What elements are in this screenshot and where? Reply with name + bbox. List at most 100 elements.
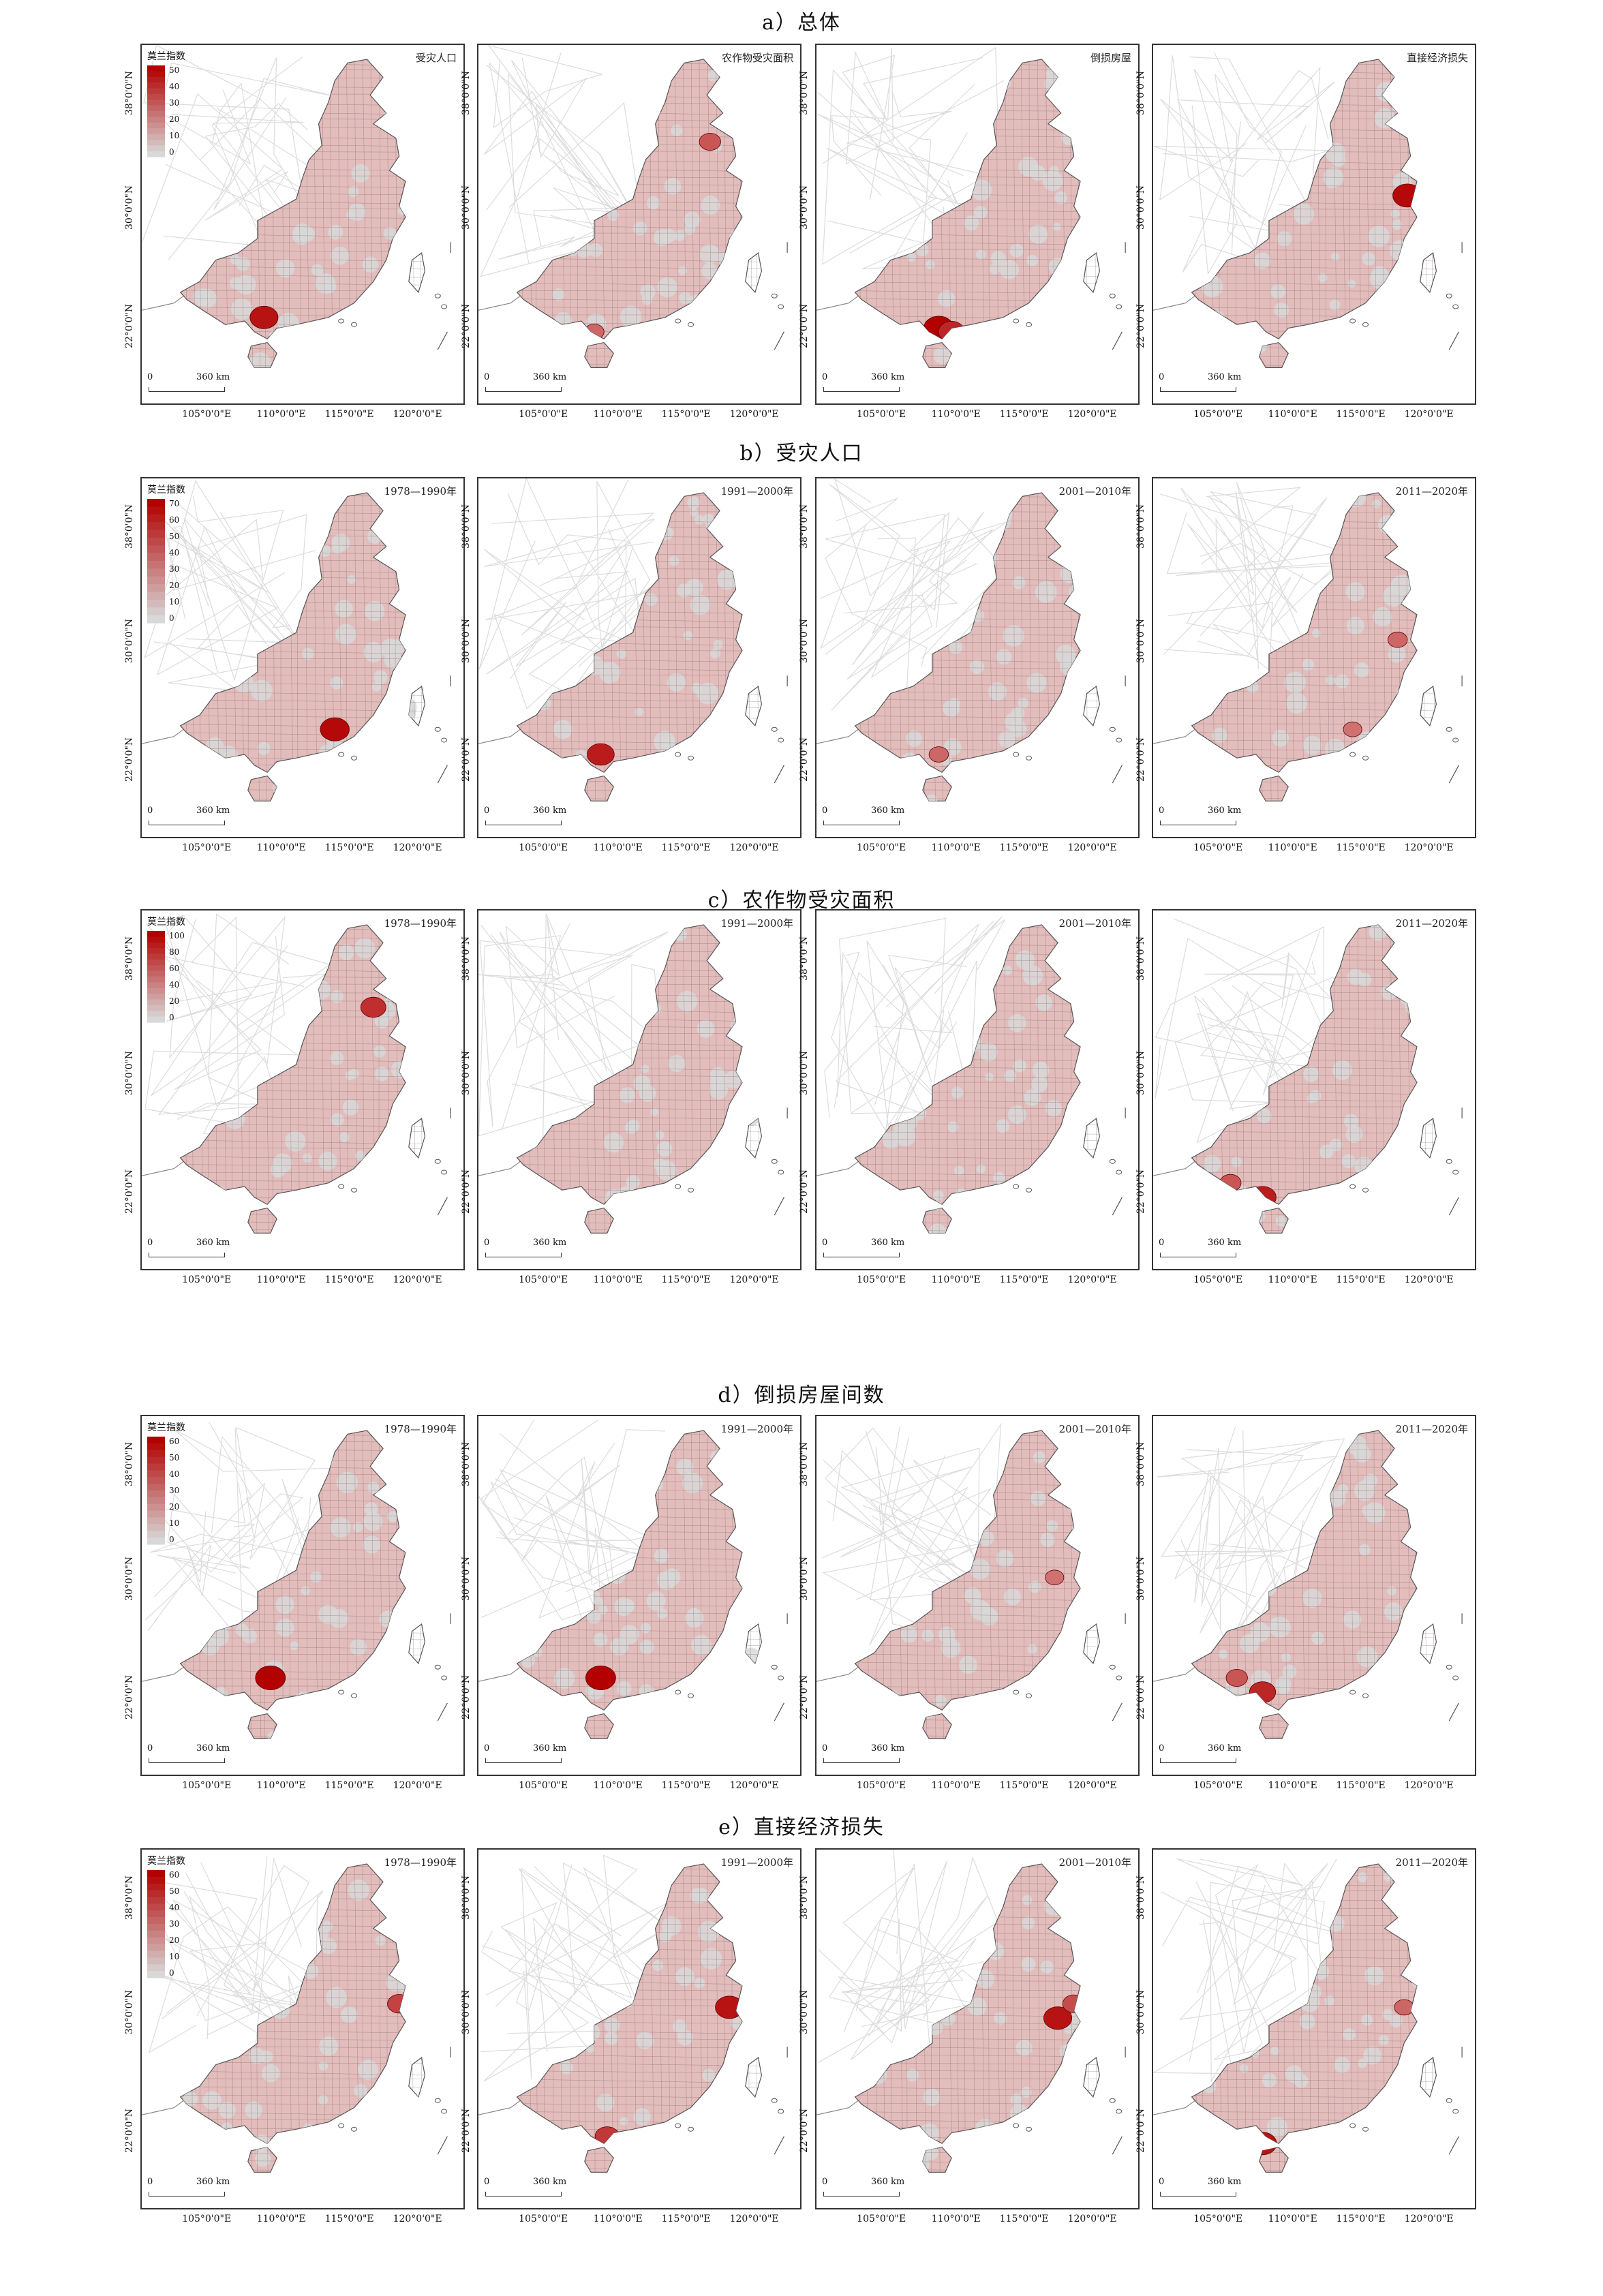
hotspot-cluster <box>1394 1999 1414 2016</box>
island-mark <box>1446 2098 1452 2103</box>
latitude-label: 38°0'0"N <box>461 1875 472 1920</box>
longitude-label: 110°0'0"E <box>593 1780 643 1791</box>
island-mark <box>441 1675 448 1681</box>
map-canvas <box>816 916 1126 1234</box>
latitude-label: 30°0'0"N <box>1135 1050 1146 1095</box>
island-mark <box>1452 304 1459 309</box>
background-boundaries <box>1153 1858 1346 2083</box>
map-canvas <box>816 1850 1126 2173</box>
longitude-label: 110°0'0"E <box>1268 1780 1317 1791</box>
legend-title: 莫兰指数 <box>147 51 185 62</box>
longitude-label: 105°0'0"E <box>1193 2214 1243 2224</box>
scale-bar: 0 360 km <box>484 372 572 394</box>
latitude-label: 22°0'0"N <box>461 1169 472 1214</box>
scale-bar: 0 360 km <box>147 806 236 827</box>
longitude-label: 115°0'0"E <box>999 1780 1049 1791</box>
scale-line <box>485 1253 562 1257</box>
scale-line <box>485 387 562 392</box>
map-panel: 2011—2020年 0 360 km 38°0'0"N 30°0'0"N 22°0'0"… <box>1135 1415 1476 1791</box>
county-mosaic <box>517 925 762 1234</box>
longitude-axis: 105°0'0"E 110°0'0"E 115°0'0"E 120°0'0"E <box>142 1274 466 1288</box>
map-panel: 农作物受灾面积 0 360 km 38°0'0"N 30°0'0"N 22°0'0"N 10… <box>461 44 802 420</box>
scale-bar: 0 360 km <box>147 1743 236 1765</box>
sea-boundary-mark <box>437 1197 448 1216</box>
panel-label: 1991—2000年 <box>720 1856 793 1869</box>
legend-tick: 10 <box>169 1518 180 1528</box>
longitude-axis: 105°0'0"E 110°0'0"E 115°0'0"E 120°0'0"E <box>478 842 803 856</box>
island-mark <box>1362 2126 1369 2132</box>
hainan-island <box>584 1207 614 1234</box>
scale-distance: 360 km <box>196 372 230 382</box>
longitude-label: 105°0'0"E <box>857 842 906 853</box>
scale-line <box>823 387 900 392</box>
longitude-label: 105°0'0"E <box>1193 1780 1243 1791</box>
taiwan-island <box>408 1623 426 1665</box>
latitude-label: 30°0'0"N <box>461 185 472 230</box>
legend-tick: 30 <box>169 98 180 108</box>
island-mark <box>675 1689 682 1695</box>
scale-zero: 0 <box>147 806 153 816</box>
legend-tick: 40 <box>169 1469 180 1479</box>
sea-boundary-mark <box>437 1702 448 1721</box>
island-mark <box>338 752 345 757</box>
map-panel: 直接经济损失 0 360 km 38°0'0"N 30°0'0"N 22°0'0"N 105… <box>1135 44 1476 420</box>
legend-tick: 60 <box>169 1870 180 1880</box>
legend-ramp <box>147 499 165 624</box>
legend-tick: 40 <box>169 82 180 91</box>
island-mark <box>441 2109 448 2114</box>
latitude-label: 22°0'0"N <box>124 2108 135 2153</box>
scale-zero: 0 <box>147 1238 153 1248</box>
island-mark <box>778 304 784 309</box>
longitude-label: 105°0'0"E <box>182 842 232 853</box>
legend-tick: 40 <box>169 1903 180 1912</box>
hotspot-cluster <box>938 320 965 343</box>
scale-distance: 360 km <box>533 1743 567 1754</box>
map-canvas <box>142 1856 451 2173</box>
legend-tick: 30 <box>169 1919 180 1929</box>
island-mark <box>771 293 778 299</box>
island-mark <box>1116 737 1123 743</box>
latitude-label: 22°0'0"N <box>124 1169 135 1214</box>
scale-zero: 0 <box>1159 372 1165 382</box>
section-title: c）农作物受灾面积 <box>707 889 896 913</box>
scale-bar: 0 360 km <box>1159 2177 1247 2199</box>
latitude-label: 22°0'0"N <box>461 737 472 782</box>
longitude-axis: 105°0'0"E 110°0'0"E 115°0'0"E 120°0'0"E <box>478 1274 803 1288</box>
sea-boundary-mark <box>437 331 448 350</box>
latitude-label: 30°0'0"N <box>124 1050 135 1095</box>
panel-label: 1991—2000年 <box>720 1423 793 1435</box>
island-mark <box>1446 293 1452 299</box>
island-mark <box>1026 2126 1033 2132</box>
latitude-label: 38°0'0"N <box>461 1441 472 1486</box>
longitude-label: 110°0'0"E <box>256 842 306 853</box>
latitude-label: 22°0'0"N <box>1135 737 1146 782</box>
border-line <box>478 1666 521 1682</box>
island-mark <box>338 1184 345 1189</box>
legend-tick: 20 <box>169 581 180 590</box>
taiwan-island <box>1083 1118 1101 1159</box>
legend-tick: 0 <box>169 1535 174 1544</box>
border-line <box>1153 729 1195 744</box>
sea-boundary-mark <box>774 1197 784 1216</box>
scale-bar: 0 360 km <box>822 372 911 394</box>
longitude-axis: 105°0'0"E 110°0'0"E 115°0'0"E 120°0'0"E <box>1153 1780 1478 1794</box>
island-mark <box>338 1689 345 1695</box>
map-canvas <box>478 913 788 1234</box>
island-mark <box>338 318 345 324</box>
latitude-label: 38°0'0"N <box>461 936 472 981</box>
legend-tick: 0 <box>169 147 174 157</box>
legend: 莫兰指数 60 50 40 30 20 10 0 <box>147 1420 185 1545</box>
scale-line <box>1160 1253 1236 1257</box>
sea-boundary-mark <box>1448 1197 1459 1216</box>
longitude-axis: 105°0'0"E 110°0'0"E 115°0'0"E 120°0'0"E <box>478 1780 803 1794</box>
panel-label: 1978—1990年 <box>384 485 457 498</box>
latitude-label: 30°0'0"N <box>1135 1989 1146 2034</box>
hotspot-cluster <box>249 305 279 329</box>
mainland-region <box>179 1430 406 1711</box>
taiwan-island <box>408 1118 426 1159</box>
map-canvas <box>816 1422 1126 1739</box>
longitude-label: 115°0'0"E <box>1336 2214 1386 2224</box>
scale-bar: 0 360 km <box>484 1238 572 1259</box>
longitude-label: 110°0'0"E <box>256 1780 306 1791</box>
scale-line <box>1160 821 1236 825</box>
